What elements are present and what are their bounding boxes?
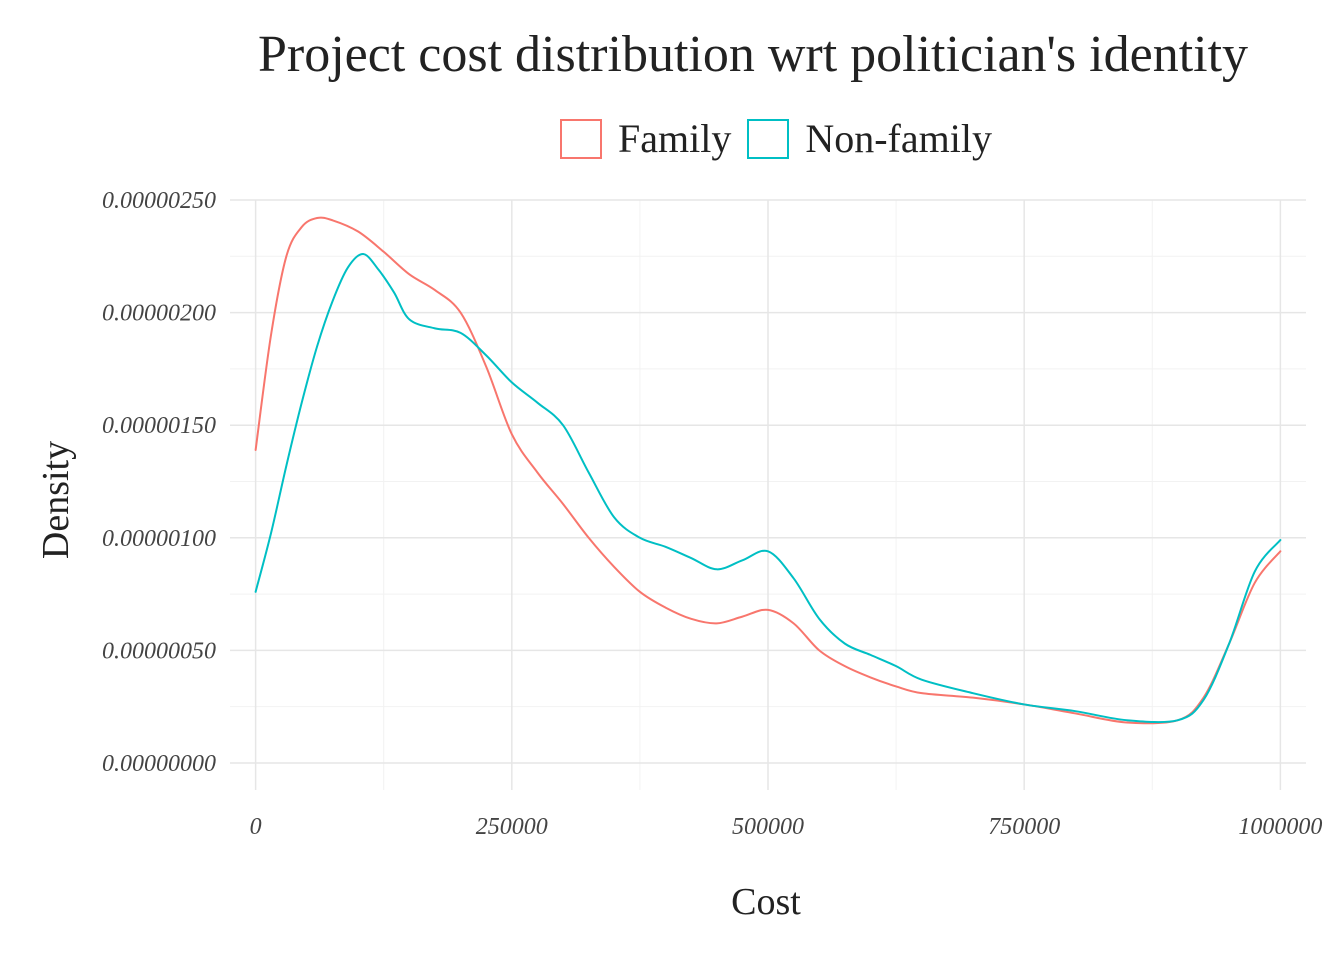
x-tick-label: 750000 — [988, 814, 1060, 840]
legend-item-family: Family — [560, 115, 731, 162]
series-line-non-family — [254, 253, 1282, 724]
x-tick-label: 250000 — [476, 814, 548, 840]
legend-key-non-family — [747, 118, 790, 159]
y-tick-label: 0.00000100 — [102, 526, 216, 552]
y-tick-label: 0.00000250 — [102, 188, 216, 214]
legend-label-family: Family — [618, 116, 732, 161]
y-tick-label: 0.00000200 — [102, 301, 216, 327]
chart-title: Project cost distribution wrt politician… — [258, 26, 1249, 83]
x-axis-ticks: 0 250000 500000 750000 1000000 — [250, 814, 1323, 840]
x-tick-label: 1000000 — [1238, 814, 1322, 840]
y-tick-label: 0.00000050 — [102, 638, 216, 664]
legend: Family Non-family — [560, 115, 1008, 162]
legend-label-non-family: Non-family — [805, 116, 992, 161]
y-axis-title: Density — [35, 441, 77, 559]
series-lines — [254, 216, 1282, 725]
y-tick-label: 0.00000150 — [102, 413, 216, 439]
grid-major — [230, 199, 1306, 790]
y-tick-label: 0.00000000 — [102, 751, 216, 777]
x-axis-title: Cost — [731, 881, 801, 923]
y-axis-ticks: 0.00000000 0.00000050 0.00000100 0.00000150… — [102, 188, 216, 777]
x-tick-label: 500000 — [732, 814, 804, 840]
legend-item-non-family: Non-family — [747, 115, 992, 162]
legend-key-family — [560, 118, 602, 159]
x-tick-label: 0 — [250, 814, 262, 840]
series-line-family — [254, 216, 1282, 725]
